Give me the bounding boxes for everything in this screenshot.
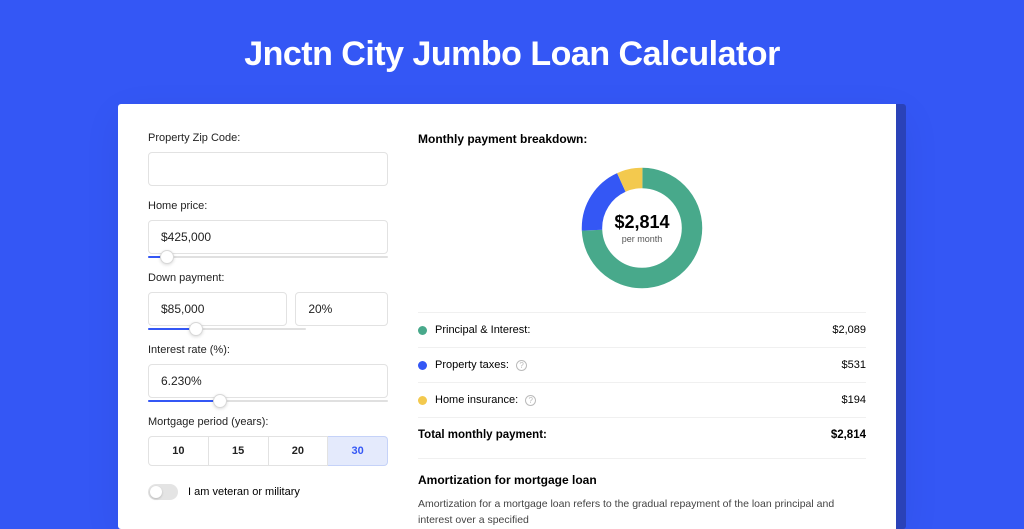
legend-label-principal: Principal & Interest: [435, 324, 832, 336]
home-price-slider-thumb[interactable] [160, 250, 174, 264]
donut-wrap: $2,814 per month [418, 162, 866, 294]
mortgage-period-option-10[interactable]: 10 [148, 436, 209, 466]
legend-dot-taxes [418, 361, 427, 370]
donut-center: $2,814 per month [614, 212, 669, 244]
donut-amount: $2,814 [614, 212, 669, 233]
amortization-section: Amortization for mortgage loan Amortizat… [418, 458, 866, 529]
home-price-label: Home price: [148, 200, 388, 212]
interest-rate-label: Interest rate (%): [148, 344, 388, 356]
mortgage-period-field-group: Mortgage period (years): 10 15 20 30 [148, 416, 388, 466]
legend-label-insurance: Home insurance: ? [435, 394, 842, 406]
mortgage-period-options: 10 15 20 30 [148, 436, 388, 466]
legend-label-total: Total monthly payment: [418, 429, 831, 441]
interest-rate-input[interactable] [148, 364, 388, 398]
legend-row-insurance: Home insurance: ? $194 [418, 382, 866, 417]
down-payment-field-group: Down payment: [148, 272, 388, 330]
legend-dot-principal [418, 326, 427, 335]
down-payment-amount-input[interactable] [148, 292, 287, 326]
zip-input[interactable] [148, 152, 388, 186]
home-price-slider[interactable] [148, 256, 388, 258]
breakdown-title: Monthly payment breakdown: [418, 132, 866, 146]
legend-value-principal: $2,089 [832, 324, 866, 336]
interest-rate-slider-fill [148, 400, 220, 402]
down-payment-label: Down payment: [148, 272, 388, 284]
zip-label: Property Zip Code: [148, 132, 388, 144]
mortgage-period-option-20[interactable]: 20 [269, 436, 329, 466]
form-column: Property Zip Code: Home price: Down paym… [148, 132, 388, 529]
home-price-input[interactable] [148, 220, 388, 254]
legend-dot-insurance [418, 396, 427, 405]
down-payment-pct-input[interactable] [295, 292, 388, 326]
amortization-title: Amortization for mortgage loan [418, 473, 866, 487]
info-icon[interactable]: ? [516, 360, 527, 371]
mortgage-period-option-15[interactable]: 15 [209, 436, 269, 466]
mortgage-period-label: Mortgage period (years): [148, 416, 388, 428]
legend-row-taxes: Property taxes: ? $531 [418, 347, 866, 382]
veteran-toggle-row: I am veteran or military [148, 484, 388, 500]
legend-label-taxes: Property taxes: ? [435, 359, 842, 371]
veteran-toggle-label: I am veteran or military [188, 486, 300, 498]
home-price-field-group: Home price: [148, 200, 388, 258]
legend-value-total: $2,814 [831, 429, 866, 441]
mortgage-period-option-30[interactable]: 30 [328, 436, 388, 466]
interest-rate-slider-thumb[interactable] [213, 394, 227, 408]
page-title: Jnctn City Jumbo Loan Calculator [0, 0, 1024, 104]
down-payment-slider-thumb[interactable] [189, 322, 203, 336]
legend-value-taxes: $531 [842, 359, 866, 371]
down-payment-slider[interactable] [148, 328, 306, 330]
legend-row-total: Total monthly payment: $2,814 [418, 417, 866, 452]
veteran-toggle[interactable] [148, 484, 178, 500]
breakdown-column: Monthly payment breakdown: $2,814 per mo… [418, 132, 866, 529]
amortization-text: Amortization for a mortgage loan refers … [418, 497, 866, 529]
donut-sub: per month [614, 234, 669, 244]
calculator-card: Property Zip Code: Home price: Down paym… [118, 104, 906, 529]
interest-rate-field-group: Interest rate (%): [148, 344, 388, 402]
zip-field-group: Property Zip Code: [148, 132, 388, 186]
legend-row-principal: Principal & Interest: $2,089 [418, 312, 866, 347]
legend-value-insurance: $194 [842, 394, 866, 406]
info-icon[interactable]: ? [525, 395, 536, 406]
interest-rate-slider[interactable] [148, 400, 388, 402]
